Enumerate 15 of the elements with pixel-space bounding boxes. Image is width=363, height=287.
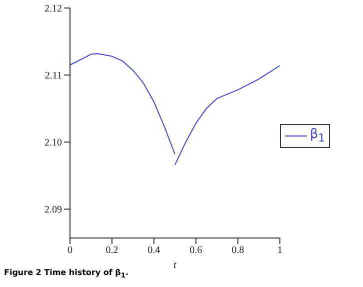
x-tick-label: 1 <box>277 245 282 256</box>
x-tick-label: 0.6 <box>190 245 202 256</box>
caption: Figure 2 Time history of β$_{1}$. <box>4 268 129 280</box>
y-tick-label: 2.09 <box>44 204 62 216</box>
y-tick-label: 2.12 <box>44 4 62 15</box>
x-tick-label: 0.2 <box>106 245 118 256</box>
legend-label: β$_{1}$ <box>310 127 325 145</box>
x-tick-label: 0.4 <box>148 245 160 256</box>
line-series <box>70 53 176 155</box>
y-tick-label: 2.10 <box>44 138 62 149</box>
x-tick-label: 0 <box>68 245 72 256</box>
x-tick-label: 0.8 <box>232 245 244 256</box>
line-series <box>174 65 280 166</box>
y-tick-label: 2.11 <box>44 70 62 82</box>
x-axis-title: t <box>174 260 177 271</box>
